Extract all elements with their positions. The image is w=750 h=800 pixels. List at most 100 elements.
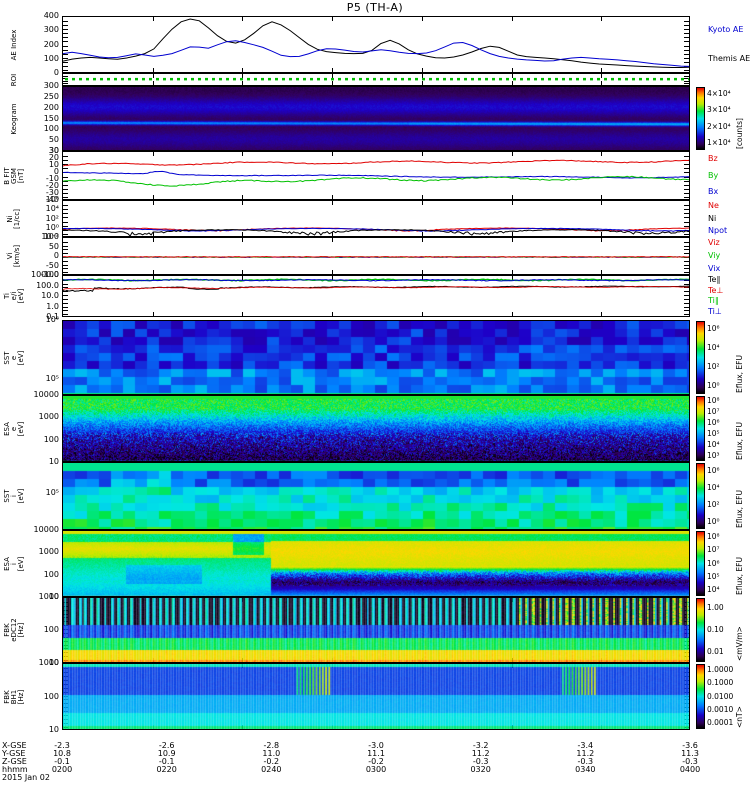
minor-tick (63, 58, 68, 59)
minor-tick (684, 242, 689, 243)
minor-tick (684, 222, 689, 223)
minor-tick (684, 209, 689, 210)
minor-tick (684, 50, 689, 51)
roi-marker (184, 77, 187, 81)
axis-value: -0.2 (368, 757, 384, 766)
minor-tick (63, 197, 68, 198)
ylabel-line: [eV] (16, 421, 25, 436)
axis-value: -0.1 (54, 757, 70, 766)
minor-tick (684, 261, 689, 262)
colorbar-label: 1×10⁴ (707, 137, 731, 147)
ytick-ae: 0 (53, 68, 59, 77)
series-themis-ae (63, 18, 689, 68)
x-minor-tick (332, 74, 333, 78)
axis-value: -3.6 (682, 741, 698, 750)
roi-marker (688, 77, 689, 81)
roi-marker (142, 77, 145, 81)
roi-marker (261, 77, 264, 81)
minor-tick (684, 21, 689, 22)
minor-tick (684, 272, 689, 273)
ytick-sst_e: 10⁶ (45, 315, 59, 325)
colorbar-unit: Eflux, EFU (735, 490, 744, 528)
minor-tick (63, 268, 68, 269)
minor-tick (63, 209, 68, 210)
roi-marker (135, 77, 138, 81)
minor-tick (63, 41, 68, 42)
roi-marker (275, 77, 278, 81)
minor-tick (684, 253, 689, 254)
axis-date: 2015 Jan 02 (2, 773, 50, 782)
ytick-ti: 1000.0 (31, 270, 59, 279)
fbk-e-spectrogram (63, 598, 689, 662)
roi-marker (163, 77, 166, 81)
colorbar-unit: Eflux, EFU (735, 557, 744, 595)
x-minor-tick (332, 276, 333, 280)
roi-marker (611, 77, 614, 81)
minor-tick (684, 164, 689, 165)
x-minor-tick (422, 68, 423, 72)
minor-tick (684, 70, 689, 71)
x-minor-tick (601, 270, 602, 274)
x-minor-tick (242, 152, 243, 156)
panel-sst_i (62, 462, 690, 530)
minor-tick (63, 177, 68, 178)
ytick-keogram: 300 (43, 81, 59, 90)
legend-ti-2: Ti∥ (708, 296, 719, 306)
panel-bfit (62, 151, 690, 200)
minor-tick (63, 25, 68, 26)
ytick-bfit: 20 (48, 153, 59, 162)
minor-tick (684, 280, 689, 281)
minor-tick (684, 78, 689, 79)
roi-marker (492, 77, 495, 81)
legend-bfit-0: Bz (708, 154, 718, 164)
x-minor-tick (242, 276, 243, 280)
roi-marker (86, 77, 89, 81)
roi-marker (471, 77, 474, 81)
x-minor-tick (242, 81, 243, 85)
x-minor-tick (332, 17, 333, 21)
minor-tick (63, 189, 68, 190)
roi-marker (597, 77, 600, 81)
legend-ae-1: Themis AE (708, 53, 750, 63)
minor-tick (684, 284, 689, 285)
roi-marker (191, 77, 194, 81)
axis-value: -0.3 (577, 757, 594, 766)
x-minor-tick (512, 195, 513, 199)
minor-tick (63, 307, 68, 308)
roi-marker (359, 77, 362, 81)
ytick-ni: 10⁰ (45, 222, 59, 232)
panel-fbk_b (62, 663, 690, 730)
roi-marker (219, 77, 222, 81)
roi-marker (233, 77, 236, 81)
minor-tick (684, 172, 689, 173)
x-minor-tick (332, 312, 333, 316)
roi-marker (520, 77, 523, 81)
ti-chart (63, 278, 689, 292)
ytick-esa_e: 10 (48, 457, 59, 466)
x-minor-tick (512, 81, 513, 85)
minor-tick (63, 164, 68, 165)
roi-marker (639, 77, 642, 81)
ytick-ti: 0.1 (46, 312, 59, 321)
minor-tick (684, 249, 689, 250)
x-minor-tick (422, 238, 423, 242)
minor-tick (63, 314, 68, 315)
x-minor-tick (332, 201, 333, 205)
colorbar-label: 0.1000 (707, 678, 734, 688)
minor-tick (684, 234, 689, 235)
minor-tick (63, 303, 68, 304)
ytick-esa_e: 100 (43, 434, 59, 444)
ytick-fbk_e: 100 (43, 625, 59, 634)
minor-tick (684, 265, 689, 266)
colorbar-unit: Eflux, EFU (735, 422, 744, 460)
roi-marker (72, 77, 75, 81)
ylabel-line: [eV] (16, 556, 25, 571)
roi-marker (310, 77, 313, 81)
minor-tick (63, 249, 68, 250)
x-minor-tick (332, 195, 333, 199)
panel-esa_i (62, 530, 690, 597)
minor-tick (684, 299, 689, 300)
ytick-keogram: 150 (43, 113, 59, 123)
esa-i-spectrogram (63, 531, 689, 596)
